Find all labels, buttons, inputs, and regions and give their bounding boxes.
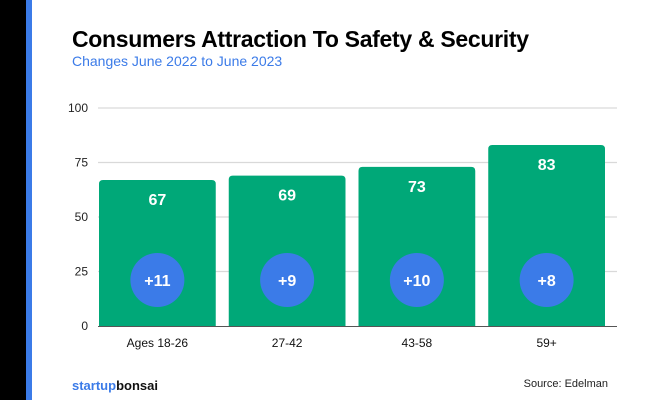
change-badge [519, 253, 574, 307]
y-tick-label: 50 [75, 210, 89, 224]
bar [488, 145, 605, 326]
change-label: +9 [278, 273, 296, 290]
bar [99, 179, 216, 326]
bar [228, 175, 346, 326]
brand-logo: startupbonsai [72, 378, 158, 393]
left-black-strip [0, 0, 26, 400]
data-label: 83 [538, 157, 556, 174]
y-tick-label: 0 [81, 319, 88, 333]
change-label: +8 [538, 273, 556, 290]
source-note: Source: Edelman [523, 378, 608, 390]
bar [358, 166, 476, 326]
change-badge [130, 253, 185, 307]
data-label: 67 [148, 192, 166, 209]
change-badge [260, 253, 315, 307]
y-tick-label: 75 [75, 156, 89, 170]
y-tick-label: 25 [75, 265, 89, 279]
x-tick-label: 27-42 [272, 336, 303, 350]
change-label: +11 [144, 273, 170, 290]
change-label: +10 [403, 273, 430, 290]
x-tick-label: 59+ [536, 336, 556, 350]
x-tick-label: Ages 18-26 [127, 336, 189, 350]
change-badge [389, 253, 444, 307]
y-tick-label: 100 [68, 101, 88, 115]
data-label: 69 [278, 188, 296, 205]
x-tick-label: 43-58 [402, 336, 433, 350]
data-label: 73 [408, 179, 426, 196]
chart-subtitle: Changes June 2022 to June 2023 [72, 53, 283, 69]
chart-title: Consumers Attraction To Safety & Securit… [72, 26, 529, 52]
left-accent-stripe [26, 0, 32, 400]
